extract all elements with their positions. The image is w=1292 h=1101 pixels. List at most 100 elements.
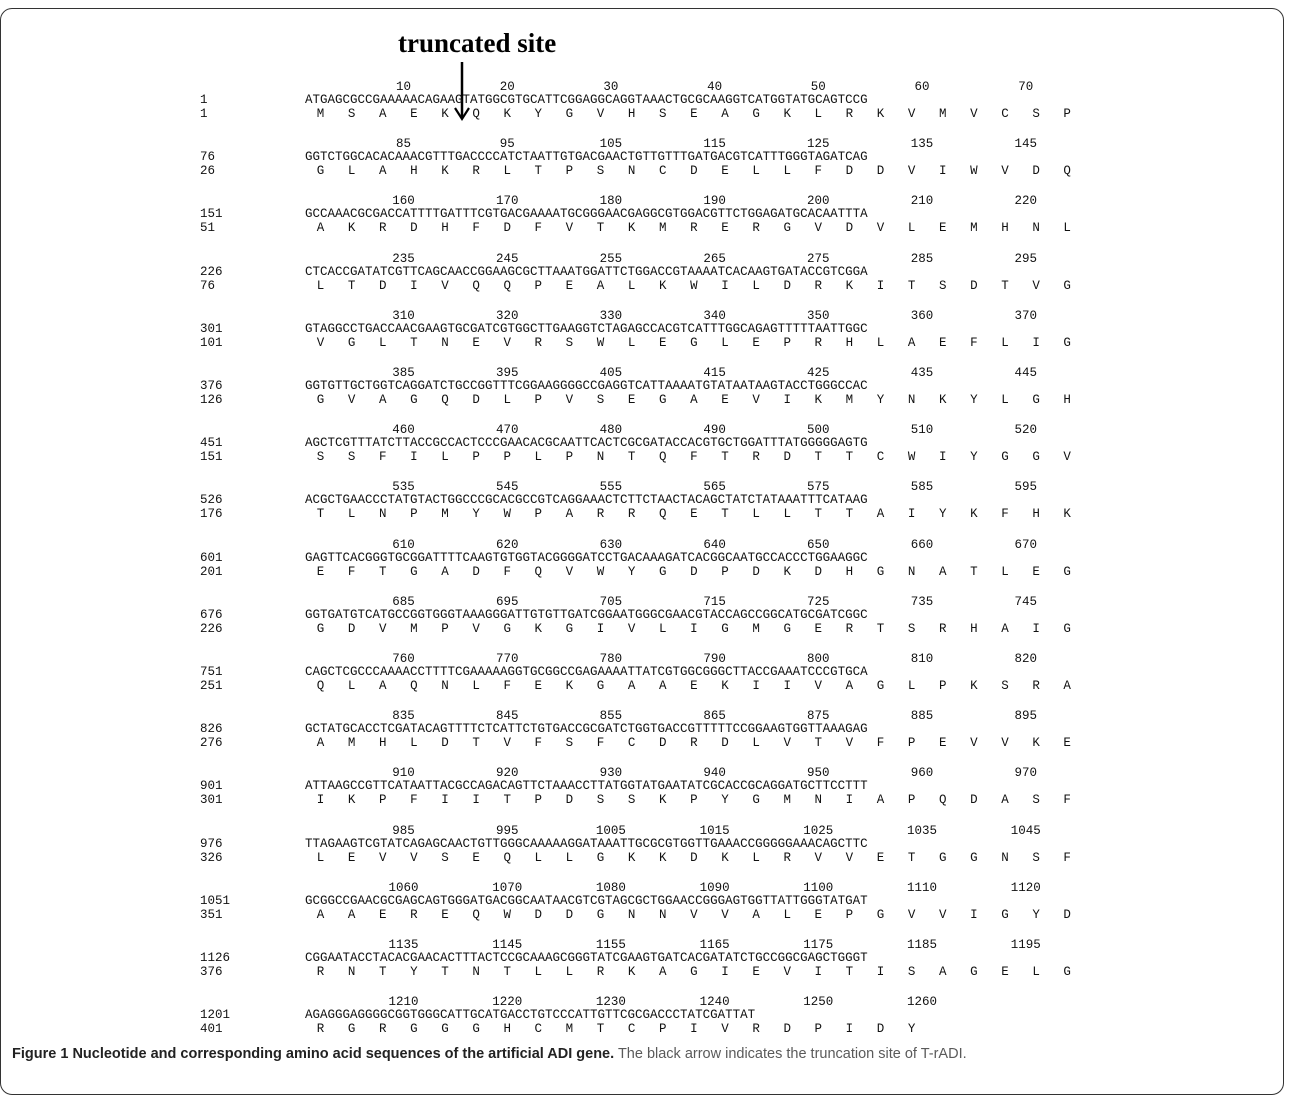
- amino-acid-residue: I: [752, 679, 760, 693]
- amino-acid-residue: V: [752, 393, 760, 407]
- amino-acid-residue: M: [316, 107, 325, 121]
- amino-acid-residue: V: [565, 564, 574, 579]
- amino-acid-residue: L: [1063, 221, 1071, 236]
- position-ruler: 85 95 105 115 125 135 145: [0, 137, 1292, 151]
- amino-acid-residue: T: [845, 450, 854, 465]
- amino-acid-residue: V: [970, 107, 978, 121]
- amino-acid-residue: L: [876, 335, 885, 350]
- position-ruler: 235 245 255 265 275 285 295: [0, 252, 1292, 266]
- position-label: 180: [599, 194, 623, 209]
- amino-acid-residue: K: [347, 221, 356, 236]
- amino-acid-residue: V: [379, 850, 387, 865]
- caption-text: The black arrow indicates the truncation…: [617, 1046, 967, 1062]
- amino-acid-residue: V: [347, 393, 356, 407]
- amino-acid-start-number: 376: [200, 965, 223, 979]
- position-label: 520: [1014, 423, 1037, 438]
- amino-acid-residue: K: [721, 679, 729, 693]
- position-label: 725: [807, 594, 830, 609]
- amino-acid-residue: V: [907, 164, 916, 179]
- amino-acid-residue: E: [690, 679, 698, 693]
- amino-acid-residue: K: [783, 107, 791, 121]
- amino-acid-residue: N: [347, 965, 356, 979]
- amino-acid-residue: V: [907, 907, 916, 922]
- amino-acid-residue: E: [938, 335, 947, 350]
- amino-acid-residue: S: [347, 107, 356, 121]
- amino-acid-residue: S: [347, 450, 356, 465]
- amino-acid-residue: F: [503, 564, 511, 579]
- amino-acid-residue: R: [938, 621, 947, 636]
- amino-acid-residue: T: [814, 736, 823, 751]
- amino-acid-residue: G: [596, 907, 605, 922]
- amino-acid-residue: M: [441, 507, 449, 522]
- amino-acid-residue: S: [565, 736, 574, 751]
- position-label: 545: [495, 480, 519, 495]
- position-label: 695: [495, 594, 519, 609]
- position-label: 800: [807, 652, 830, 666]
- position-label: 620: [495, 537, 519, 552]
- amino-acid-residue: R: [379, 221, 387, 236]
- amino-acid-residue: S: [907, 621, 916, 636]
- amino-acid-residue: D: [845, 164, 854, 179]
- amino-acid-residue: Q: [316, 679, 325, 693]
- nucleotide-start-number: 451: [200, 436, 223, 451]
- caption-title: Nucleotide and corresponding amino acid …: [72, 1046, 615, 1062]
- position-label: 1100: [803, 880, 834, 895]
- amino-acid-residue: S: [441, 850, 449, 865]
- amino-acid-residue: S: [1032, 793, 1040, 808]
- amino-acid-residue: T: [316, 507, 325, 522]
- amino-acid-residue: P: [534, 278, 543, 293]
- amino-acid-residue: G: [1063, 621, 1071, 636]
- amino-acid-residue: D: [472, 564, 480, 579]
- position-label: 460: [392, 423, 415, 438]
- amino-acid-residue: A: [690, 393, 698, 407]
- position-label: 1080: [595, 880, 626, 895]
- amino-acid-residue: L: [814, 107, 823, 121]
- position-label: 295: [1014, 251, 1037, 266]
- amino-acid-residue: L: [565, 965, 574, 979]
- amino-acid-residue: Q: [472, 278, 480, 293]
- position-label: 910: [392, 766, 415, 781]
- amino-acid-residue: E: [1001, 965, 1009, 979]
- amino-acid-residue: L: [503, 393, 511, 407]
- amino-acid-residue: F: [379, 450, 387, 465]
- amino-acid-residue: D: [876, 1022, 885, 1037]
- amino-acid-residue: F: [970, 335, 978, 350]
- amino-acid-residue: A: [658, 679, 667, 693]
- amino-acid-residue: V: [565, 393, 574, 407]
- amino-acid-residue: I: [970, 907, 978, 922]
- amino-acid-residue: H: [970, 621, 978, 636]
- amino-acid-residue: E: [472, 335, 480, 350]
- amino-acid-residue: G: [938, 850, 947, 865]
- amino-acid-residue: S: [316, 450, 325, 465]
- position-label: 770: [495, 652, 519, 666]
- amino-acid-residue: A: [316, 736, 325, 751]
- amino-acid-residue: H: [410, 164, 418, 179]
- amino-acid-residue: Y: [721, 793, 729, 808]
- amino-acid-residue: T: [503, 965, 511, 979]
- amino-acid-residue: H: [845, 335, 854, 350]
- position-label: 705: [599, 594, 623, 609]
- amino-acid-residue: H: [379, 736, 387, 751]
- amino-acid-residue: I: [876, 278, 885, 293]
- amino-acid-residue: N: [627, 907, 636, 922]
- amino-acid-residue: L: [379, 335, 387, 350]
- nucleotide-start-number: 901: [200, 779, 223, 794]
- amino-acid-residue: G: [1001, 907, 1009, 922]
- amino-acid-residue: L: [1001, 564, 1009, 579]
- amino-acid-start-number: 301: [200, 793, 223, 808]
- amino-acid-residue: L: [783, 907, 791, 922]
- amino-acid-residue: Q: [658, 507, 667, 522]
- position-label: 445: [1014, 366, 1037, 380]
- amino-acid-residue: D: [1063, 907, 1071, 922]
- nucleotide-start-number: 226: [200, 264, 223, 279]
- amino-acid-residue: A: [1063, 679, 1071, 693]
- amino-acid-residue: V: [690, 907, 698, 922]
- amino-acid-residue: K: [783, 564, 791, 579]
- nucleotide-start-number: 676: [200, 607, 223, 622]
- amino-acid-residue: I: [596, 621, 605, 636]
- nucleotide-sequence: GCCAAACGCGACCATTTTGATTTCGTGACGAAAATGCGGG…: [305, 207, 868, 222]
- position-label: 1165: [699, 938, 730, 952]
